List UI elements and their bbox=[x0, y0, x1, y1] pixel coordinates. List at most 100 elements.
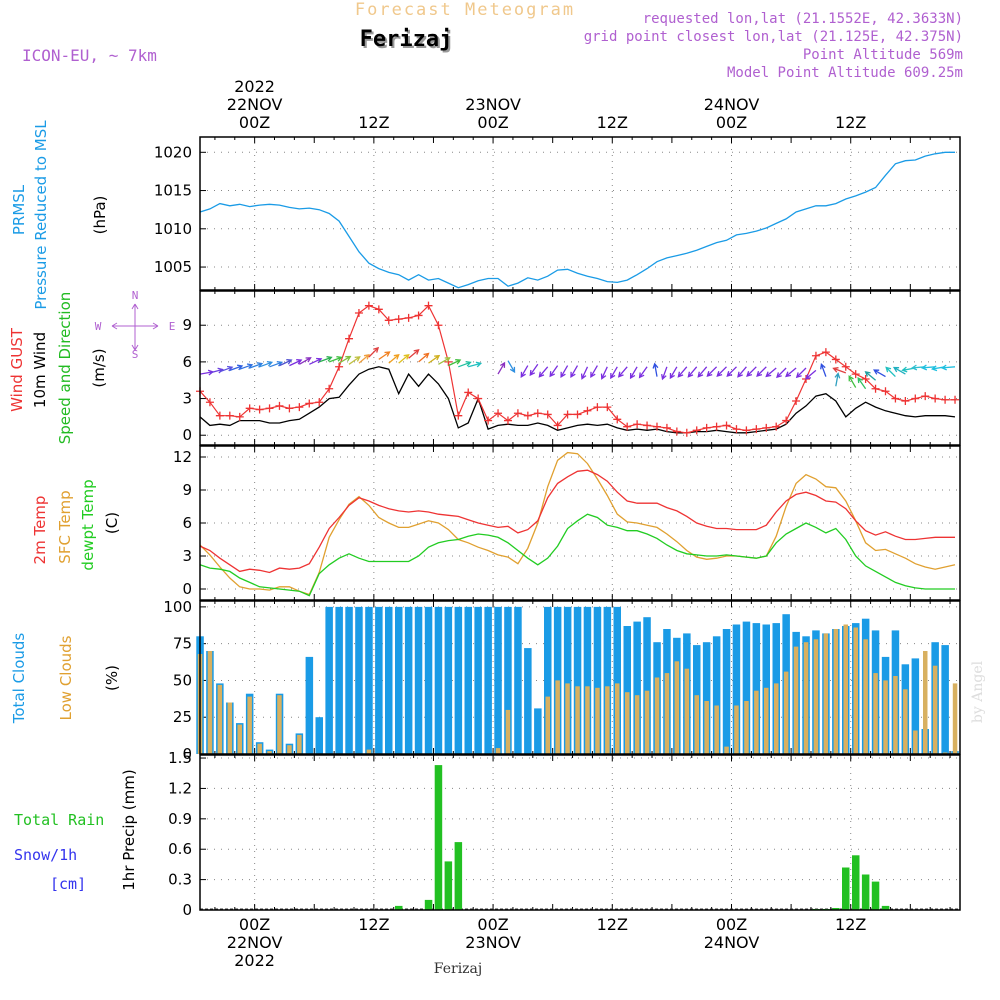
gust-marker bbox=[762, 423, 771, 432]
gust-marker bbox=[315, 398, 324, 407]
total-cloud-bar bbox=[593, 606, 602, 754]
gust-marker bbox=[841, 362, 850, 371]
bottom-time-label: 22NOV bbox=[227, 933, 283, 952]
total-cloud-bar bbox=[722, 629, 731, 754]
temperature-ytick-label: 3 bbox=[182, 547, 192, 565]
precip-bar bbox=[434, 765, 443, 910]
panel-border-clouds bbox=[199, 600, 961, 755]
total-cloud-bar bbox=[315, 717, 323, 754]
total-cloud-bar bbox=[742, 621, 751, 754]
low-cloud-bar bbox=[783, 671, 789, 754]
wind-direction-arrow bbox=[873, 369, 886, 378]
bottom-time-label: 23NOV bbox=[465, 933, 521, 952]
low-cloud-bar bbox=[893, 676, 898, 754]
model-label: ICON-EU, ~ 7km bbox=[22, 46, 157, 65]
clouds-ytick-label: 0 bbox=[182, 745, 192, 763]
gust-marker bbox=[394, 315, 403, 324]
wind-direction-arrow bbox=[804, 369, 817, 380]
low-cloud-bar bbox=[793, 646, 799, 754]
gust-marker bbox=[494, 409, 503, 418]
bottom-time-label: 12Z bbox=[835, 915, 866, 934]
low-cloud-bar bbox=[694, 695, 699, 754]
gust-marker bbox=[732, 425, 741, 434]
precip-ytick-label: 1.5 bbox=[168, 749, 192, 767]
low-cloud-bar bbox=[913, 730, 918, 754]
precip-ytick-label: 1.2 bbox=[168, 779, 192, 797]
wind-direction-arrow bbox=[368, 346, 380, 358]
gust-marker bbox=[633, 420, 642, 429]
wind-unit-label: (m/s) bbox=[90, 348, 108, 387]
temp-sfc-line bbox=[199, 451, 956, 596]
location-title: Ferizaj bbox=[360, 27, 453, 52]
compass-rose: N W E S bbox=[95, 289, 176, 361]
gust-marker bbox=[523, 411, 532, 420]
temperature-ytick-label: 0 bbox=[182, 580, 192, 598]
low-cloud-bar bbox=[545, 696, 550, 754]
wind-direction-arrow bbox=[549, 365, 559, 378]
wind-direction-arrow bbox=[560, 365, 569, 378]
requested-coordinates: requested lon,lat (21.1552E, 42.3633N) bbox=[643, 11, 963, 27]
total-cloud-bar bbox=[444, 606, 453, 754]
low-cloud-bar bbox=[952, 683, 958, 754]
total-rain-label: Total Rain bbox=[14, 811, 104, 829]
clouds-ytick-label: 100 bbox=[163, 598, 192, 616]
wind-direction-arrow bbox=[776, 367, 787, 379]
gust-marker bbox=[623, 422, 632, 431]
compass-west: W bbox=[95, 320, 102, 333]
total-cloud-bar bbox=[484, 606, 492, 754]
temp-2m-line bbox=[199, 469, 955, 574]
gust-marker bbox=[543, 410, 552, 419]
low-cloud-bar bbox=[257, 743, 262, 754]
temperature-ytick-label: 9 bbox=[182, 481, 192, 499]
total-cloud-bar bbox=[454, 606, 463, 754]
wind-direction-arrow bbox=[629, 366, 638, 380]
panel-labels: PRMSL Pressure Reduced to MSL (hPa) Wind… bbox=[8, 120, 986, 893]
snow-unit-label: [cm] bbox=[50, 875, 86, 893]
total-cloud-bar bbox=[573, 606, 582, 754]
low-cloud-bar bbox=[833, 629, 839, 754]
bottom-time-label: 00Z bbox=[477, 915, 508, 934]
low-cloud-bar bbox=[654, 677, 660, 754]
wind-direction-arrow bbox=[378, 351, 391, 360]
wind-direction-arrow bbox=[209, 367, 224, 374]
low-cloud-bar bbox=[267, 751, 272, 754]
panel-border-pressure bbox=[199, 136, 961, 291]
gust-marker bbox=[593, 403, 602, 412]
low-cloud-bar bbox=[734, 705, 739, 754]
low-cloud-bar bbox=[366, 749, 372, 754]
pressure-ytick-label: 1005 bbox=[154, 258, 192, 276]
total-cloud-bar bbox=[941, 645, 949, 754]
wind-ytick-label: 3 bbox=[182, 390, 192, 408]
wind-direction-arrow bbox=[726, 366, 737, 377]
pressure-unit-label: (hPa) bbox=[91, 196, 109, 235]
temp-unit-label: (C) bbox=[103, 512, 121, 534]
gust-marker bbox=[871, 384, 880, 393]
total-cloud-bar bbox=[603, 606, 612, 754]
wind-ytick-label: 6 bbox=[182, 353, 192, 371]
wind-direction-arrow bbox=[820, 363, 827, 377]
precip-bar bbox=[454, 842, 463, 910]
clouds-ytick-label: 50 bbox=[173, 671, 192, 689]
total-cloud-bar bbox=[434, 606, 443, 754]
location-title-shadow: Ferizaj bbox=[362, 29, 455, 54]
total-cloud-bar bbox=[404, 606, 413, 754]
gust-marker bbox=[374, 305, 383, 314]
bottom-time-label: 2022 bbox=[234, 951, 275, 970]
total-cloud-bar bbox=[474, 606, 482, 754]
low-cloud-bar bbox=[714, 705, 719, 754]
wind-direction-arrow bbox=[661, 366, 668, 381]
precip-bar bbox=[444, 861, 453, 910]
total-cloud-bar bbox=[305, 656, 314, 754]
gust-marker bbox=[662, 423, 671, 432]
wind-direction-arrow bbox=[458, 360, 472, 368]
low-cloud-bar bbox=[615, 683, 620, 754]
temperature-ytick-label: 12 bbox=[173, 448, 192, 466]
wind-direction-arrow bbox=[497, 361, 506, 375]
panel-clouds: 0 25 50 75 100 bbox=[163, 598, 960, 763]
total-cloud-bar bbox=[345, 606, 353, 754]
wind-direction-arrow bbox=[289, 359, 303, 367]
gust-marker bbox=[851, 370, 860, 379]
gust-marker bbox=[712, 422, 721, 431]
low-cloud-bar bbox=[605, 686, 610, 754]
